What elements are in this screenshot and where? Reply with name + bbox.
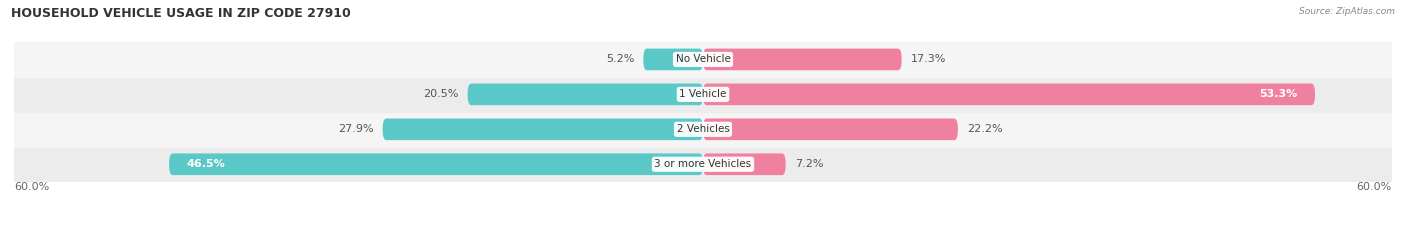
Bar	[14, 147, 1392, 182]
FancyBboxPatch shape	[644, 49, 703, 70]
FancyBboxPatch shape	[169, 154, 703, 175]
Text: 22.2%: 22.2%	[967, 124, 1002, 134]
Text: 17.3%: 17.3%	[911, 55, 946, 64]
Text: No Vehicle: No Vehicle	[675, 55, 731, 64]
Text: 5.2%: 5.2%	[606, 55, 634, 64]
Text: 60.0%: 60.0%	[1357, 182, 1392, 192]
Text: 27.9%: 27.9%	[337, 124, 374, 134]
Text: 2 Vehicles: 2 Vehicles	[676, 124, 730, 134]
Text: Source: ZipAtlas.com: Source: ZipAtlas.com	[1299, 7, 1395, 16]
Text: HOUSEHOLD VEHICLE USAGE IN ZIP CODE 27910: HOUSEHOLD VEHICLE USAGE IN ZIP CODE 2791…	[11, 7, 352, 20]
Text: 1 Vehicle: 1 Vehicle	[679, 89, 727, 99]
Bar	[14, 77, 1392, 112]
FancyBboxPatch shape	[382, 118, 703, 140]
FancyBboxPatch shape	[703, 154, 786, 175]
FancyBboxPatch shape	[703, 49, 901, 70]
Bar	[14, 42, 1392, 77]
FancyBboxPatch shape	[468, 84, 703, 105]
Text: 7.2%: 7.2%	[794, 159, 824, 169]
Text: 3 or more Vehicles: 3 or more Vehicles	[654, 159, 752, 169]
Bar	[14, 112, 1392, 147]
Text: 60.0%: 60.0%	[14, 182, 49, 192]
Text: 20.5%: 20.5%	[423, 89, 458, 99]
Text: 46.5%: 46.5%	[186, 159, 225, 169]
Text: 53.3%: 53.3%	[1260, 89, 1298, 99]
FancyBboxPatch shape	[703, 118, 957, 140]
FancyBboxPatch shape	[703, 84, 1315, 105]
